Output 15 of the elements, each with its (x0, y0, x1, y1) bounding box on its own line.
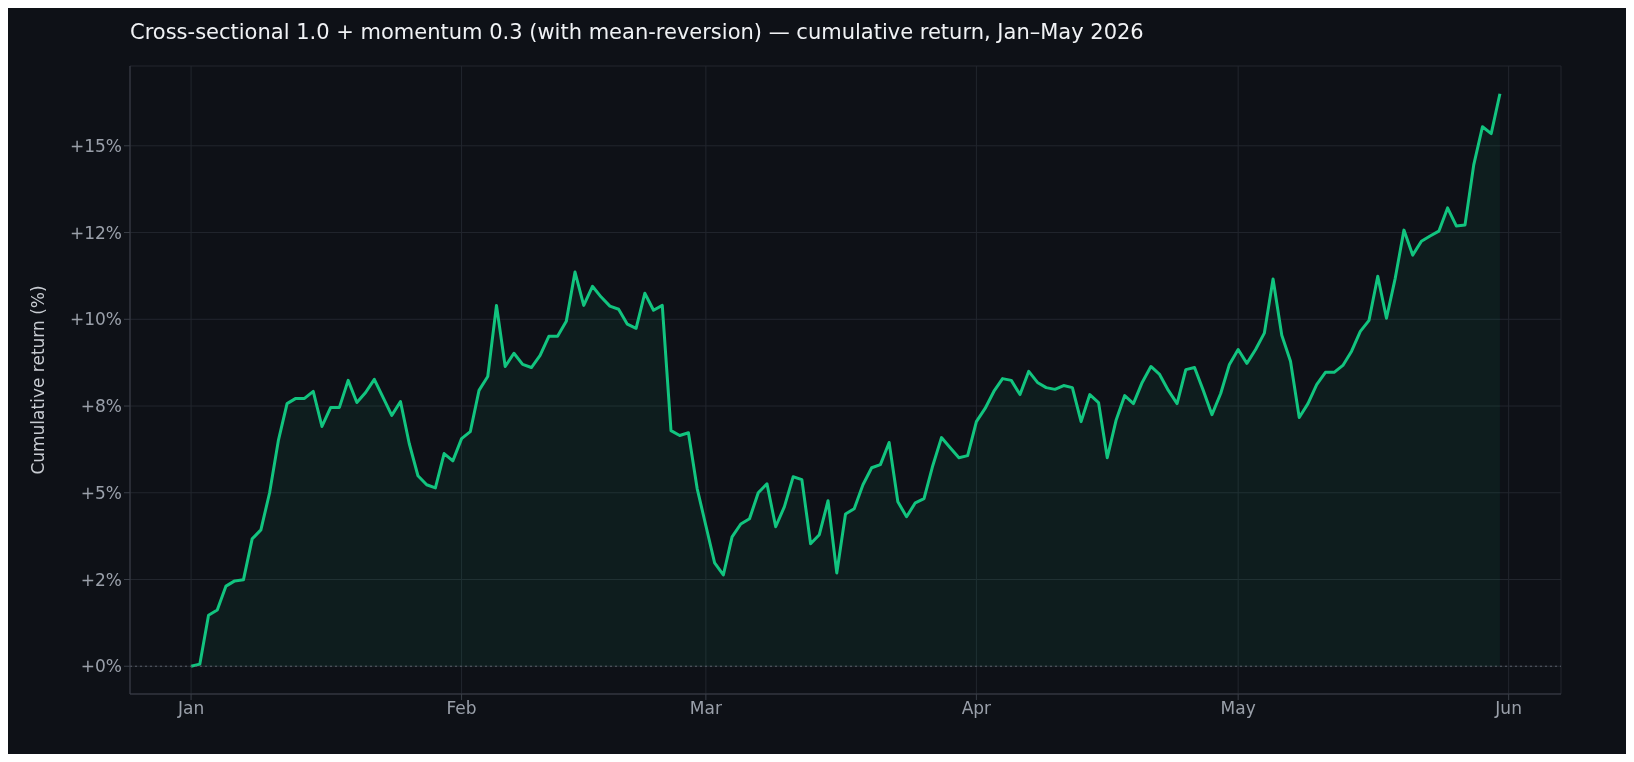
y-tick-label: +15% (69, 135, 122, 156)
y-axis-title: Cumulative return (%) (28, 285, 49, 475)
x-tick-label: Mar (689, 698, 722, 719)
y-tick-label: +0% (80, 656, 122, 677)
y-tick-label: +12% (69, 222, 122, 243)
y-tick-label: +10% (69, 309, 122, 330)
x-tick-label: Apr (961, 698, 992, 719)
x-tick-label: Jan (176, 698, 205, 719)
chart-title: Cross-sectional 1.0 + momentum 0.3 (with mean-reversion) — cumulative return, Jan–May 2026 (130, 20, 1144, 44)
y-tick-label: +8% (80, 396, 122, 417)
x-tick-label: Feb (446, 698, 477, 719)
y-tick-label: +5% (80, 482, 122, 503)
x-tick-label: May (1220, 698, 1256, 719)
y-tick-label: +2% (80, 569, 122, 590)
x-tick-label: Jun (1494, 698, 1522, 719)
